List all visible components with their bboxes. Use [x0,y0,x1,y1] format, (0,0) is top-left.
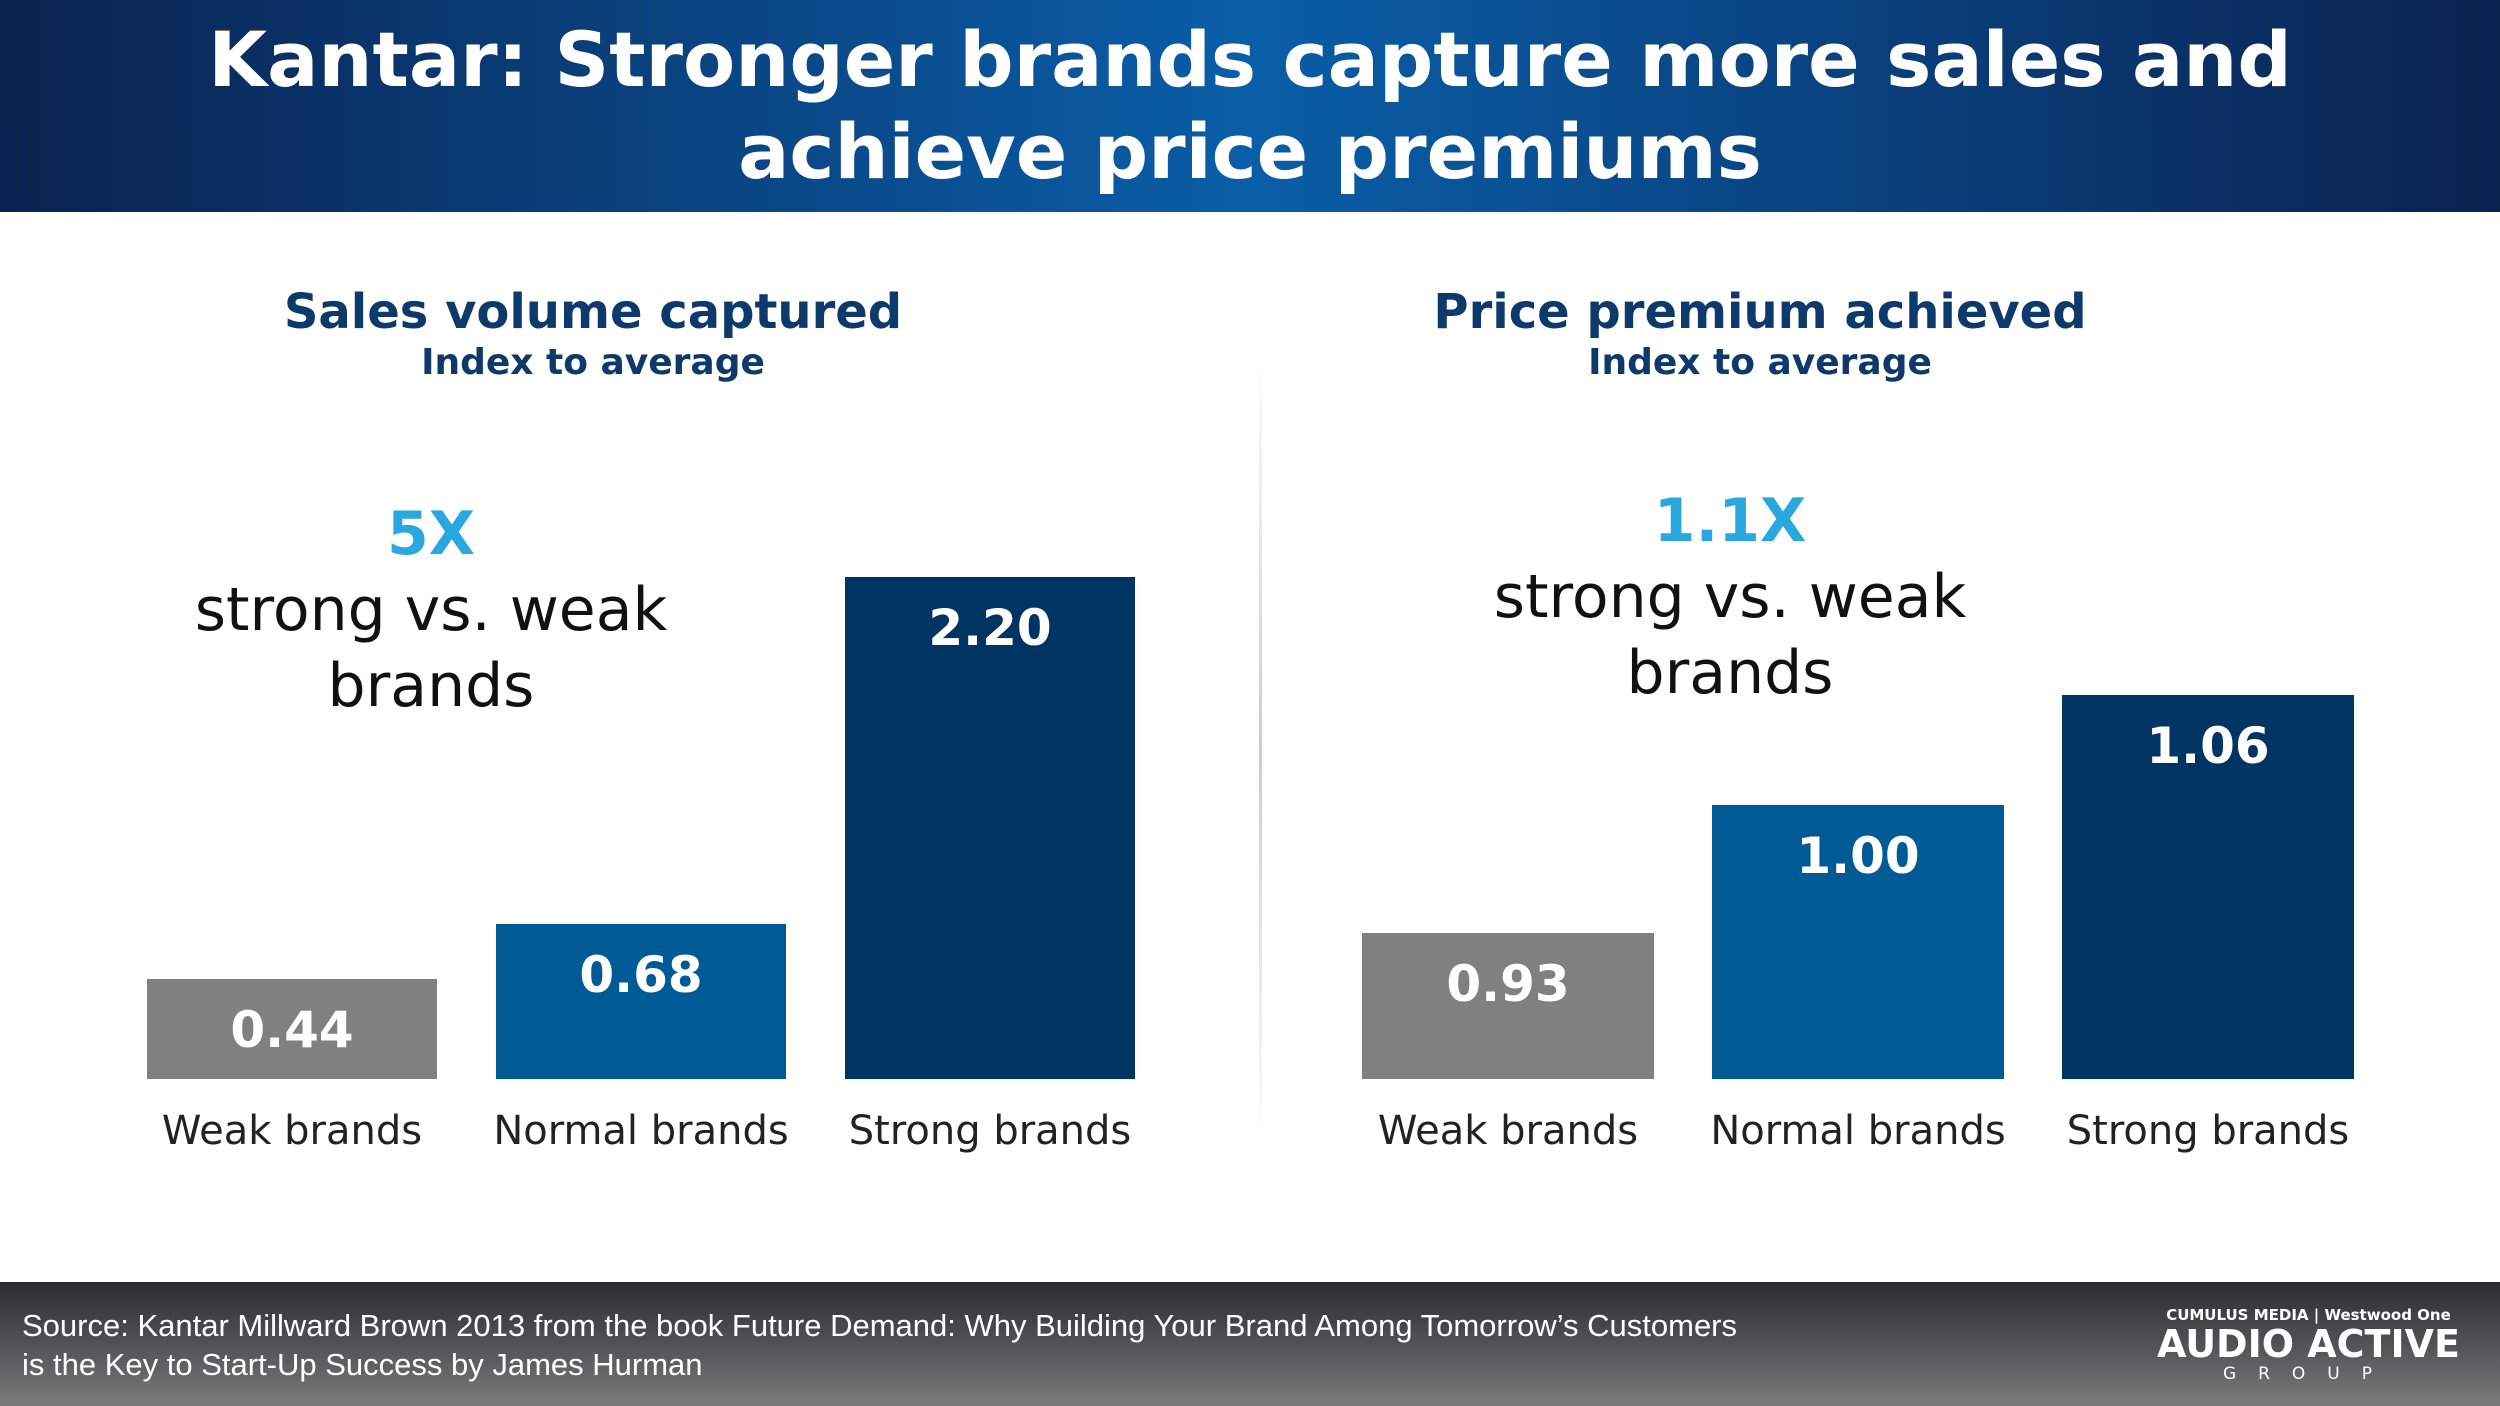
chart-1-category-label-3: Strong brands [848,1108,1132,1154]
chart-1-bar-1 [147,978,437,1079]
chart-2-annotation-line2: brands [1626,638,1834,708]
chart-2-value-label-1: 0.93 [1446,954,1570,1013]
chart-2-heading: Price premium achieved Index to average [1310,284,2210,386]
chart-1-annotation-line2: brands [327,651,535,721]
chart-1-multiplier: 5X [386,499,475,569]
title-line-1: Kantar: Stronger brands capture more sal… [208,15,2292,104]
chart-2-value-label-2: 1.00 [1796,826,1920,885]
chart-2-bar-2 [1712,804,2004,1079]
title-line-2: achieve price premiums [738,107,1762,196]
chart-1-annotation-line1: strong vs. weak [194,575,668,645]
footer: Source: Kantar Millward Brown 2013 from … [0,1282,2500,1406]
chart-1-bar-2 [496,923,786,1079]
logo-top: CUMULUS MEDIA | Westwood One [2166,1306,2451,1324]
chart-1-bar-3 [845,577,1135,1079]
chart-2-annotation: 1.1X strong vs. weak brands [1380,483,2080,711]
chart-2-category-label-2: Normal brands [1710,1108,2006,1154]
chart-1-value-label-1: 0.44 [230,1000,354,1059]
chart-1-value-label-3: 2.20 [928,599,1052,657]
chart-2-category-label-3: Strong brands [2066,1108,2350,1154]
logo-main: AUDIO ACTIVE [2156,1322,2460,1366]
chart-1-title: Sales volume captured [283,284,903,340]
chart-2-bar-1 [1362,932,1654,1079]
slide-title: Kantar: Stronger brands capture more sal… [0,0,2500,212]
source-line-2: is the Key to Start-Up Success by James … [22,1347,703,1382]
chart-1-subtitle: Index to average [421,342,765,383]
audio-active-group-logo: CUMULUS MEDIA | Westwood One AUDIO ACTIV… [2157,1306,2460,1384]
chart-2-subtitle: Index to average [1588,342,1932,383]
chart-1-heading: Sales volume captured Index to average [143,284,1043,386]
chart-2-value-label-3: 1.06 [2146,717,2270,775]
source-note: Source: Kantar Millward Brown 2013 from … [22,1306,1737,1384]
chart-2-category-label-1: Weak brands [1377,1108,1639,1154]
chart-1-value-label-2: 0.68 [579,945,703,1004]
source-line-1: Source: Kantar Millward Brown 2013 from … [22,1308,1738,1343]
chart-2-title: Price premium achieved [1433,284,2087,340]
chart-2-annotation-line1: strong vs. weak [1493,562,1967,632]
chart-1-category-label-1: Weak brands [161,1108,423,1154]
chart-1-category-label-2: Normal brands [493,1108,789,1154]
chart-2-bar-3 [2062,695,2354,1079]
panel-divider [1259,350,1262,1150]
chart-1-annotation: 5X strong vs. weak brands [81,496,781,724]
chart-2-multiplier: 1.1X [1653,486,1807,556]
logo-sub: GROUP [2222,1364,2394,1384]
